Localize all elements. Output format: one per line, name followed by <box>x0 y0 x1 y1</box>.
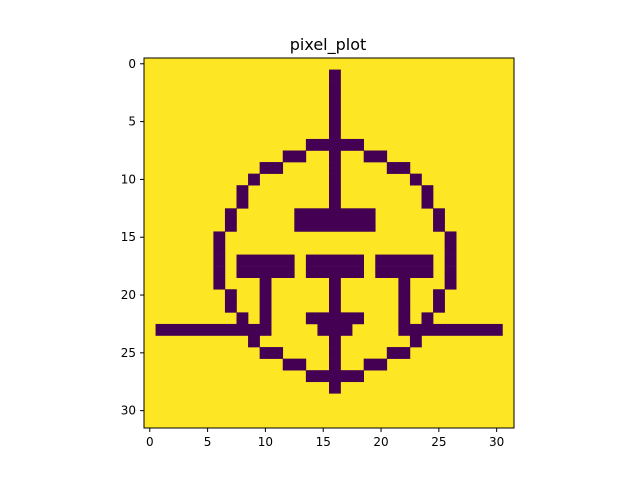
heatmap-cell-run <box>282 150 307 163</box>
heatmap-cell-run <box>409 335 422 348</box>
heatmap-cell-run <box>329 104 341 117</box>
heatmap-cell-run <box>409 173 422 186</box>
heatmap-cell-run <box>305 138 364 151</box>
heatmap-cell-run <box>421 196 434 209</box>
y-tick-label: 0 <box>128 57 136 71</box>
heatmap-cell-run <box>329 277 341 290</box>
y-tick-label: 25 <box>121 346 136 360</box>
x-tick-label: 0 <box>146 435 154 449</box>
heatmap-cell-run <box>259 300 272 313</box>
heatmap-cell-run <box>236 266 295 278</box>
axes-frame <box>143 57 515 429</box>
heatmap-cell-run <box>363 358 388 371</box>
heatmap-cell-run <box>224 289 237 302</box>
heatmap-cell-run <box>329 300 341 313</box>
y-axis: 0 5 10 15 20 25 30 <box>121 57 144 418</box>
heatmap-cell-run <box>375 266 434 278</box>
heatmap-cell-run <box>329 185 341 198</box>
heatmap-cell-run <box>329 127 341 140</box>
heatmap-cell-run <box>236 254 295 267</box>
heatmap-cell-run <box>421 312 434 325</box>
heatmap-cell-run <box>294 208 376 221</box>
x-tick-label: 25 <box>431 435 446 449</box>
heatmap-cell-run <box>236 196 249 209</box>
heatmap-cell-run <box>398 312 411 325</box>
y-tick-label: 30 <box>121 404 136 418</box>
heatmap-cell-run <box>236 185 249 198</box>
x-tick-label: 30 <box>489 435 504 449</box>
heatmap-cell-run <box>224 208 237 221</box>
x-tick-label: 15 <box>316 435 331 449</box>
heatmap-cell-run <box>433 300 445 313</box>
heatmap-cell-run <box>213 243 226 255</box>
x-tick-label: 5 <box>204 435 212 449</box>
heatmap-cell-run <box>248 335 260 348</box>
heatmap-cell-run <box>213 266 226 278</box>
heatmap-cell-run <box>433 208 445 221</box>
heatmap-cell-run <box>213 254 226 267</box>
heatmap-cell-run <box>386 162 411 174</box>
heatmap-cell-run <box>317 323 353 336</box>
y-tick-label: 5 <box>128 115 136 129</box>
heatmap-cell-run <box>224 219 237 232</box>
heatmap-cell-run <box>329 347 341 359</box>
heatmap-cell-run <box>329 358 341 371</box>
heatmap-cell-run <box>213 277 226 290</box>
heatmap-cell-run <box>305 312 364 325</box>
heatmap-cell-run <box>398 300 411 313</box>
heatmap-cell-run <box>329 381 341 394</box>
heatmap-cell-run <box>444 266 457 278</box>
heatmap-cell-run <box>363 150 388 163</box>
heatmap-cell-run <box>259 312 272 325</box>
heatmap-cell-run <box>329 196 341 209</box>
heatmap-cell-run <box>305 254 364 267</box>
heatmap-cell-run <box>259 289 272 302</box>
heatmap-cell-run <box>444 231 457 244</box>
heatmap-cell-run <box>398 289 411 302</box>
heatmap-cell-run <box>329 173 341 186</box>
heatmap-cell-run <box>213 231 226 244</box>
heatmap-cell-run <box>386 347 411 359</box>
y-tick-label: 10 <box>121 172 136 186</box>
heatmap-cell-run <box>329 335 341 348</box>
heatmap-cell-run <box>398 277 411 290</box>
heatmap-cell-run <box>444 254 457 267</box>
heatmap-cell-run <box>236 312 249 325</box>
heatmap-cell-run <box>248 173 260 186</box>
heatmap-cell-run <box>224 300 237 313</box>
x-tick-label: 10 <box>258 435 273 449</box>
heatmap-cell-run <box>259 277 272 290</box>
heatmap-cell-run <box>305 370 364 383</box>
heatmap-cell-run <box>329 162 341 174</box>
heatmap-cell-run <box>421 185 434 198</box>
heatmap-cell-run <box>329 150 341 163</box>
heatmap-cell-run <box>329 289 341 302</box>
x-axis: 0 5 10 15 20 25 30 <box>146 428 504 449</box>
chart-title: pixel_plot <box>290 35 367 55</box>
heatmap-cell-run <box>155 323 272 336</box>
heatmap-cell-run <box>375 254 434 267</box>
heatmap-cell-run <box>305 266 364 278</box>
heatmap-cell-run <box>329 69 341 82</box>
x-tick-label: 20 <box>373 435 388 449</box>
heatmap-cell-run <box>259 347 284 359</box>
heatmap-cell-run <box>329 81 341 93</box>
heatmap-cell-run <box>444 277 457 290</box>
heatmap-cell-run <box>294 219 376 232</box>
heatmap-cell-run <box>398 323 503 336</box>
heatmap-cell-run <box>329 115 341 128</box>
heatmap-cell-run <box>259 162 284 174</box>
heatmap-cell-run <box>433 289 445 302</box>
plot-area <box>143 57 515 429</box>
heatmap-cell-run <box>444 243 457 255</box>
y-tick-label: 20 <box>121 288 136 302</box>
heatmap-cell-run <box>329 92 341 105</box>
heatmap-cell-run <box>433 219 445 232</box>
heatmap-cell-run <box>282 358 307 371</box>
y-tick-label: 15 <box>121 230 136 244</box>
